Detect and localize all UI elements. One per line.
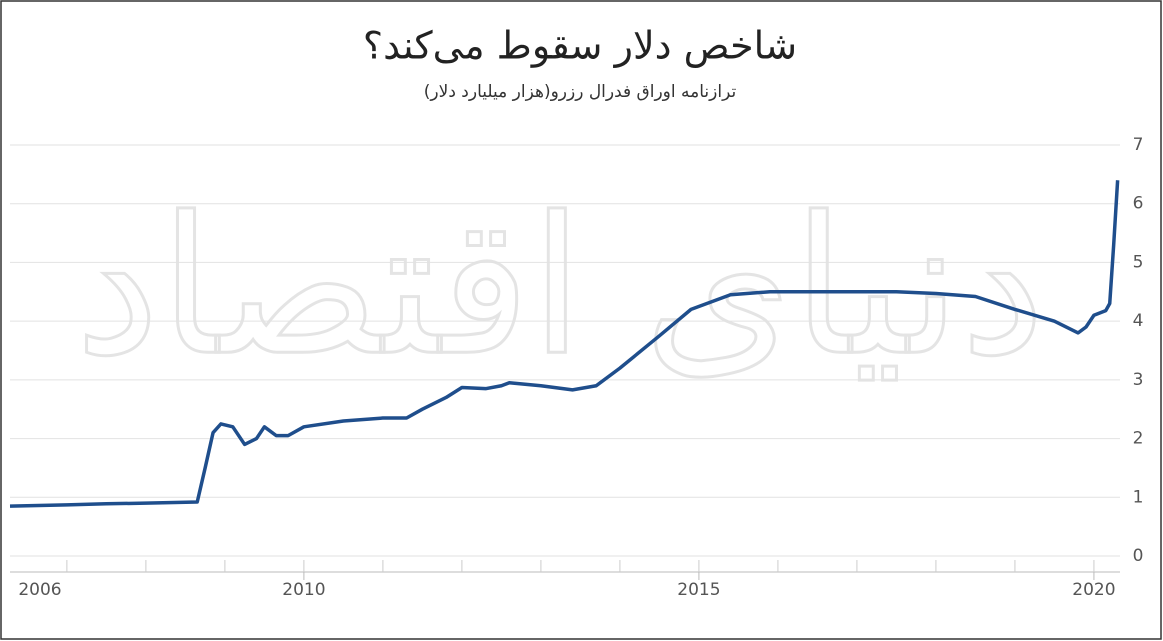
chart-title: شاخص دلار سقوط می‌کند؟	[363, 24, 797, 69]
y-tick-label: 5	[1133, 252, 1144, 272]
y-tick-label: 7	[1133, 135, 1144, 155]
watermark: دنیای اقتصاد	[75, 176, 1045, 397]
x-tick-label: 2006	[18, 580, 61, 600]
x-tick-label: 2010	[282, 580, 325, 600]
y-tick-label: 3	[1133, 370, 1144, 390]
data-line	[9, 180, 1120, 508]
x-tick-label: 2020	[1072, 580, 1115, 600]
y-tick-label: 2	[1133, 429, 1144, 449]
y-tick-label: 6	[1133, 194, 1144, 214]
chart-subtitle: ترازنامه اوراق فدرال رزرو(هزار میلیارد د…	[424, 82, 737, 102]
x-tick-label: 2015	[677, 580, 720, 600]
y-tick-label: 4	[1133, 311, 1144, 331]
y-tick-label: 1	[1133, 487, 1144, 507]
y-tick-label: 0	[1133, 546, 1144, 566]
